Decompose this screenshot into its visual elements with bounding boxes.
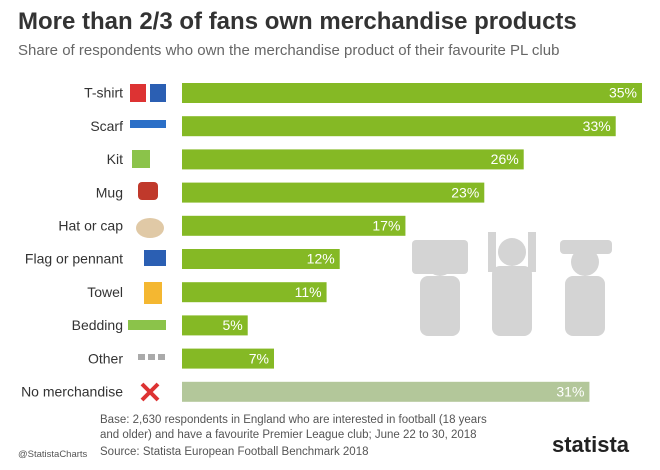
icon-mug bbox=[138, 182, 158, 200]
bar bbox=[182, 149, 524, 170]
icon-cap bbox=[136, 218, 164, 238]
bar bbox=[182, 315, 248, 336]
bar bbox=[182, 381, 590, 402]
bar bbox=[182, 282, 327, 303]
category-label: Hat or cap bbox=[58, 218, 123, 234]
bar bbox=[182, 249, 340, 269]
icon-tshirt bbox=[150, 84, 166, 102]
value-label: 11% bbox=[295, 284, 322, 300]
icons bbox=[128, 84, 166, 402]
fans-silhouette bbox=[412, 232, 612, 336]
icon-bed bbox=[128, 320, 166, 330]
category-label: Bedding bbox=[72, 317, 123, 333]
icon-flag bbox=[144, 250, 166, 266]
bar bbox=[182, 116, 616, 137]
value-label: 31% bbox=[556, 384, 584, 400]
icon-towel bbox=[144, 282, 162, 304]
chart-subtitle: Share of respondents who own the merchan… bbox=[18, 42, 560, 59]
bar bbox=[182, 348, 274, 369]
category-label: Flag or pennant bbox=[25, 251, 123, 267]
chart-title: More than 2/3 of fans own merchandise pr… bbox=[18, 8, 577, 35]
bar bbox=[182, 182, 485, 203]
category-label: Other bbox=[88, 350, 123, 366]
chart: T-shirt 35% Scarf 33% Kit 26% Mug 23% Hat or cap… bbox=[21, 83, 642, 402]
footnote: Base: 2,630 respondents in England who a… bbox=[100, 414, 487, 441]
icon-kit bbox=[132, 150, 150, 168]
brand: statista bbox=[552, 432, 630, 457]
value-label: 5% bbox=[222, 317, 242, 333]
icon-scarf bbox=[130, 120, 166, 128]
icon-tshirt bbox=[130, 84, 146, 102]
source: Source: Statista European Football Bench… bbox=[100, 446, 369, 458]
value-label: 26% bbox=[491, 151, 519, 167]
value-label: 12% bbox=[307, 251, 335, 267]
value-label: 33% bbox=[583, 118, 611, 134]
category-label: Kit bbox=[107, 151, 123, 167]
bar bbox=[182, 83, 642, 103]
category-label: T-shirt bbox=[84, 85, 123, 101]
icon-none bbox=[140, 382, 160, 402]
category-label: Scarf bbox=[90, 118, 123, 134]
handle: @StatistaCharts bbox=[18, 449, 88, 460]
value-label: 17% bbox=[372, 218, 400, 234]
category-label: No merchandise bbox=[21, 384, 123, 400]
category-label: Towel bbox=[87, 284, 123, 300]
category-label: Mug bbox=[96, 184, 123, 200]
value-label: 23% bbox=[451, 184, 479, 200]
value-label: 7% bbox=[249, 350, 269, 366]
icon-other bbox=[138, 354, 165, 360]
value-label: 35% bbox=[609, 85, 637, 101]
bar bbox=[182, 215, 406, 236]
